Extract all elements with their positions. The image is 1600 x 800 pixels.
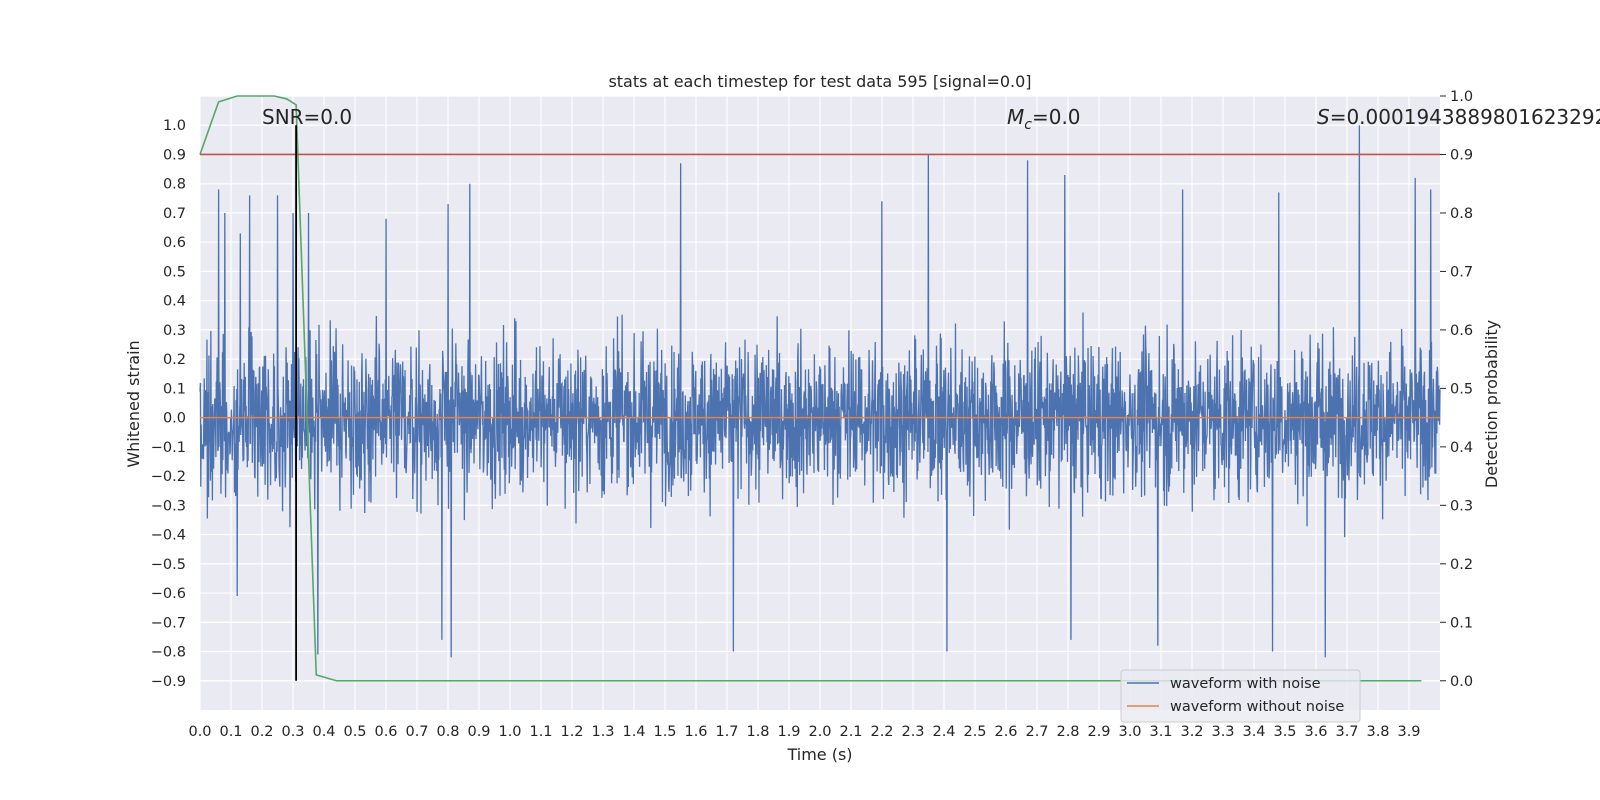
x-tick-label: 3.9 [1397, 724, 1420, 740]
snr-annotation: SNR=0.0 [262, 105, 352, 129]
x-tick-label: 1.0 [498, 724, 521, 740]
series-waveform-with-noise [199, 125, 1441, 658]
y-tick-label: −0.9 [151, 674, 186, 690]
y-right-tick-label: 0.6 [1450, 323, 1473, 339]
x-tick-label: 1.5 [653, 724, 676, 740]
x-tick-label: 2.8 [1056, 724, 1079, 740]
chirp-mass-subscript: c [1024, 117, 1032, 133]
y-tick-label: 0.8 [163, 177, 186, 193]
x-tick-label: 0.4 [312, 724, 335, 740]
chart-title: stats at each timestep for test data 595… [608, 72, 1031, 91]
x-tick-label: 2.7 [1025, 724, 1048, 740]
x-tick-label: 0.9 [467, 724, 490, 740]
x-tick-label: 2.5 [963, 724, 986, 740]
y-tick-label: 1.0 [163, 118, 186, 134]
y-right-tick-label: 0.1 [1450, 615, 1473, 631]
x-tick-label: 0.7 [405, 724, 428, 740]
y-tick-label: 0.3 [163, 323, 186, 339]
y-tick-label: −0.1 [151, 440, 186, 456]
x-tick-label: 2.0 [808, 724, 831, 740]
legend-label-noise: waveform with noise [1170, 676, 1321, 692]
x-tick-label: 3.6 [1304, 724, 1327, 740]
x-tick-label: 3.5 [1273, 724, 1296, 740]
legend-label-clean: waveform without noise [1170, 699, 1344, 715]
x-tick-label: 2.4 [932, 724, 955, 740]
y-right-tick-label: 0.7 [1450, 264, 1473, 280]
y-axis-label: Whitened strain [124, 340, 143, 467]
x-tick-label: 1.7 [715, 724, 738, 740]
chirp-mass-value: =0.0 [1032, 105, 1081, 129]
x-tick-label: 3.4 [1242, 724, 1265, 740]
series-detection-probability [199, 95, 1422, 682]
y-tick-label: 0.5 [163, 264, 186, 280]
x-tick-label: 3.7 [1335, 724, 1358, 740]
y-right-tick-label: 0.9 [1450, 147, 1473, 163]
y-right-tick-label: 0.2 [1450, 557, 1473, 573]
x-tick-label: 3.0 [1118, 724, 1141, 740]
y-right-tick-label: 0.3 [1450, 498, 1473, 514]
x-tick-label: 2.6 [994, 724, 1017, 740]
x-tick-label: 0.5 [343, 724, 366, 740]
x-tick-label: 1.6 [684, 724, 707, 740]
statistic-value: =0.00019438898016232926 [1330, 105, 1600, 129]
y-right-tick-label: 0.8 [1450, 206, 1473, 222]
legend-box [1120, 669, 1361, 723]
y-right-tick-label: 0.4 [1450, 440, 1473, 456]
y-right-tick-label: 0.5 [1450, 381, 1473, 397]
y-axis-right-label: Detection probability [1482, 320, 1501, 488]
x-tick-label: 2.1 [839, 724, 862, 740]
y-tick-label: 0.2 [163, 352, 186, 368]
y-axis-right-ticks: 1.0 0.9 0.8 0.7 0.6 0.5 0.4 0.3 0.2 0.1 0.0 [1440, 89, 1473, 690]
x-tick-label: 3.3 [1211, 724, 1234, 740]
x-tick-label: 3.2 [1180, 724, 1203, 740]
y-right-tick-label: 0.0 [1450, 674, 1473, 690]
y-tick-label: −0.7 [151, 615, 186, 631]
x-tick-label: 0.6 [374, 724, 397, 740]
x-tick-label: 1.1 [529, 724, 552, 740]
x-tick-label: 0.0 [188, 724, 211, 740]
x-tick-label: 0.3 [281, 724, 304, 740]
x-tick-label: 1.4 [622, 724, 645, 740]
statistic-symbol: S [1317, 105, 1330, 129]
y-tick-label: −0.6 [151, 586, 186, 602]
x-tick-label: 1.9 [777, 724, 800, 740]
x-tick-label: 0.2 [250, 724, 273, 740]
x-tick-label: 1.2 [560, 724, 583, 740]
x-axis-ticks: 0.0 0.1 0.2 0.3 0.4 0.5 0.6 0.7 0.8 0.9 1.0 1.1 1.2 1… [188, 724, 1420, 740]
noise-waveform-line [199, 125, 1441, 658]
chirp-mass-symbol: M [1007, 105, 1024, 129]
y-tick-label: −0.4 [151, 528, 186, 544]
x-axis-label: Time (s) [786, 745, 852, 764]
y-tick-label: −0.2 [151, 469, 186, 485]
y-tick-label: −0.3 [151, 498, 186, 514]
x-tick-label: 1.8 [746, 724, 769, 740]
y-tick-label: 0.0 [163, 411, 186, 427]
detection-probability-line [199, 95, 1422, 682]
x-tick-label: 3.8 [1366, 724, 1389, 740]
y-tick-label: −0.5 [151, 557, 186, 573]
statistic-annotation: S=0.00019438898016232926 [1317, 105, 1600, 129]
x-tick-label: 0.1 [219, 724, 242, 740]
y-tick-label: 0.9 [163, 147, 186, 163]
y-axis-ticks: 1.0 0.9 0.8 0.7 0.6 0.5 0.4 0.3 0.2 0.1 0.0 −0.1 −0.… [151, 118, 186, 690]
y-tick-label: 0.7 [163, 206, 186, 222]
y-right-tick-label: 1.0 [1450, 89, 1473, 105]
x-tick-label: 0.8 [436, 724, 459, 740]
chirp-mass-annotation: Mc=0.0 [1007, 105, 1081, 133]
legend: waveform with noise waveform without noi… [1120, 669, 1361, 723]
x-tick-label: 2.2 [870, 724, 893, 740]
x-tick-label: 1.3 [591, 724, 614, 740]
x-tick-label: 2.9 [1087, 724, 1110, 740]
x-tick-label: 3.1 [1149, 724, 1172, 740]
y-tick-label: 0.4 [163, 294, 186, 310]
y-tick-label: 0.6 [163, 235, 186, 251]
x-tick-label: 2.3 [901, 724, 924, 740]
y-tick-label: 0.1 [163, 381, 186, 397]
y-tick-label: −0.8 [151, 645, 186, 661]
